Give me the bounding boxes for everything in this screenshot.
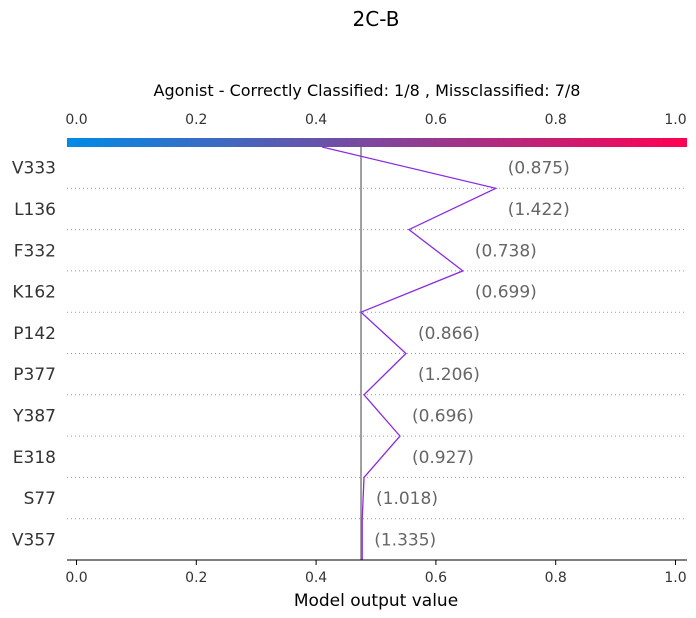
x-tick-label: 0.6	[425, 570, 447, 586]
feature-value-label: (0.738)	[475, 241, 537, 261]
x-tick-label: 0.2	[185, 570, 207, 586]
feature-label: L136	[14, 200, 56, 220]
feature-label: V333	[12, 159, 56, 179]
feature-value-label: (1.206)	[418, 365, 480, 385]
feature-label: S77	[24, 489, 56, 509]
x-tick-label: 0.0	[65, 570, 87, 586]
feature-label: V357	[12, 530, 56, 550]
top-tick-label: 1.0	[664, 112, 686, 128]
x-tick-label: 0.8	[545, 570, 567, 586]
feature-value-label: (1.018)	[376, 489, 438, 509]
feature-label: E318	[13, 448, 56, 468]
feature-value-label: (0.927)	[412, 448, 474, 468]
feature-label: K162	[12, 283, 56, 303]
feature-value-label: (0.875)	[508, 159, 570, 179]
top-tick-label: 0.6	[425, 112, 447, 128]
feature-value-label: (1.335)	[374, 530, 436, 550]
feature-label: F332	[14, 241, 56, 261]
x-axis-label: Model output value	[294, 591, 458, 611]
top-tick-label: 0.4	[305, 112, 327, 128]
chart-subtitle: Agonist - Correctly Classified: 1/8 , Mi…	[154, 81, 581, 100]
feature-label: P377	[13, 365, 56, 385]
feature-value-label: (0.699)	[475, 283, 537, 303]
chart-title: 2C-B	[353, 7, 400, 31]
feature-value-label: (1.422)	[508, 200, 570, 220]
colorbar	[67, 138, 687, 147]
feature-label: Y387	[12, 406, 56, 426]
top-tick-label: 0.2	[185, 112, 207, 128]
feature-value-label: (0.866)	[418, 324, 480, 344]
feature-label: P142	[13, 324, 56, 344]
top-tick-label: 0.8	[545, 112, 567, 128]
x-tick-label: 0.4	[305, 570, 327, 586]
decision-path	[321, 146, 498, 560]
top-tick-label: 0.0	[65, 112, 87, 128]
x-tick-label: 1.0	[664, 570, 686, 586]
feature-value-label: (0.696)	[412, 406, 474, 426]
